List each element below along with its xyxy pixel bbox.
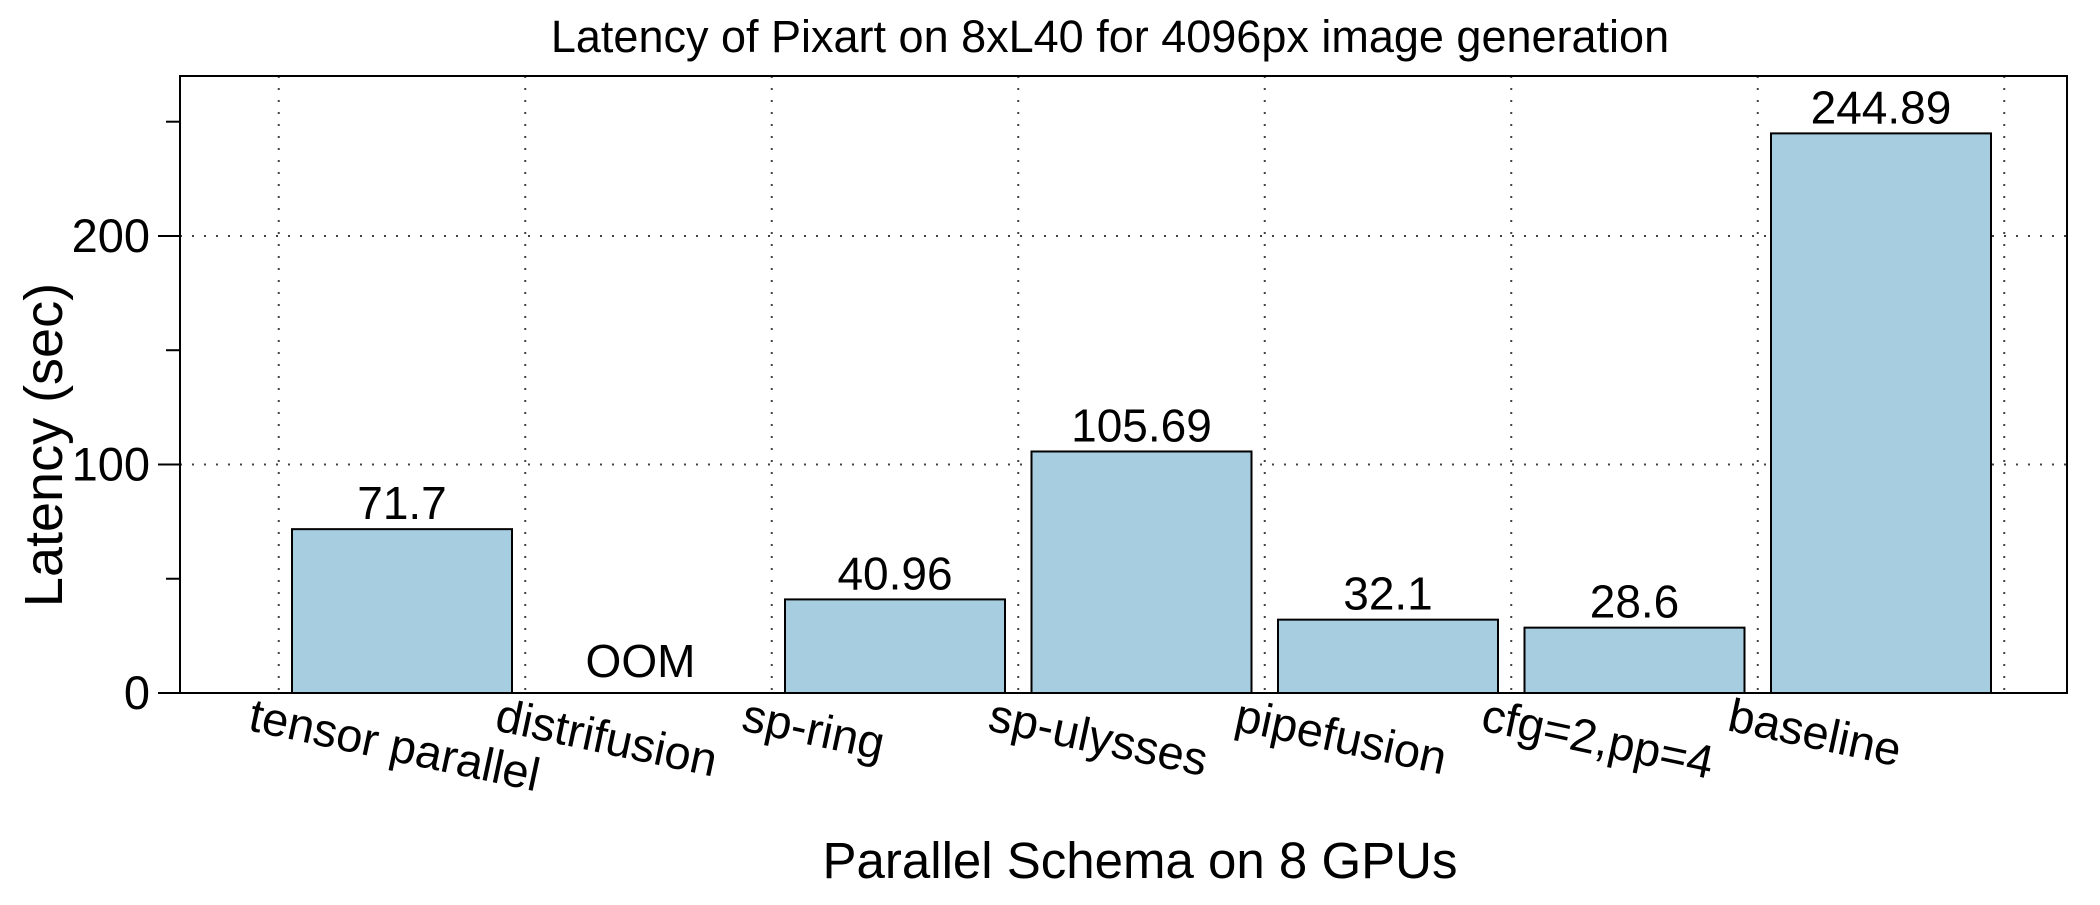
- x-tick-label: pipefusion: [1231, 688, 1452, 784]
- bar-cfg-2-pp-4: [1523, 626, 1746, 694]
- bar-sp-ring: [784, 598, 1006, 694]
- bar-tensor-parallel: [291, 528, 513, 694]
- value-labels: 71.7 OOM 40.96 105.69 32.1 28.6 244.89: [357, 81, 1951, 687]
- plot-frame: [179, 75, 2068, 694]
- bar-pipefusion: [1277, 618, 1499, 695]
- y-tick-label: 0: [124, 666, 150, 719]
- chart-title: Latency of Pixart on 8xL40 for 4096px im…: [551, 11, 1669, 62]
- data-label: 71.7: [357, 477, 447, 529]
- grid-lines: [180, 76, 2067, 693]
- y-tick-label: 100: [72, 437, 150, 490]
- y-axis-ticks: 0 100 200: [72, 120, 180, 719]
- data-label: 28.6: [1590, 576, 1680, 628]
- x-tick-label: sp-ulysses: [984, 688, 1212, 786]
- x-tick-label: baseline: [1724, 688, 1906, 776]
- data-label: 105.69: [1071, 399, 1212, 451]
- data-label: 244.89: [1811, 81, 1952, 133]
- data-label-oom: OOM: [586, 635, 696, 687]
- bar-sp-ulysses: [1030, 450, 1253, 695]
- y-axis-label: Latency (sec): [14, 283, 74, 607]
- y-tick-label: 200: [72, 209, 150, 262]
- x-tick-label: sp-ring: [738, 688, 890, 770]
- bar-baseline: [1770, 132, 1992, 695]
- x-axis-label: Parallel Schema on 8 GPUs: [823, 832, 1458, 889]
- data-label: 40.96: [837, 547, 952, 599]
- bars: [291, 132, 1992, 695]
- x-tick-label: cfg=2,pp=4: [1477, 688, 1718, 789]
- data-label: 32.1: [1343, 568, 1433, 620]
